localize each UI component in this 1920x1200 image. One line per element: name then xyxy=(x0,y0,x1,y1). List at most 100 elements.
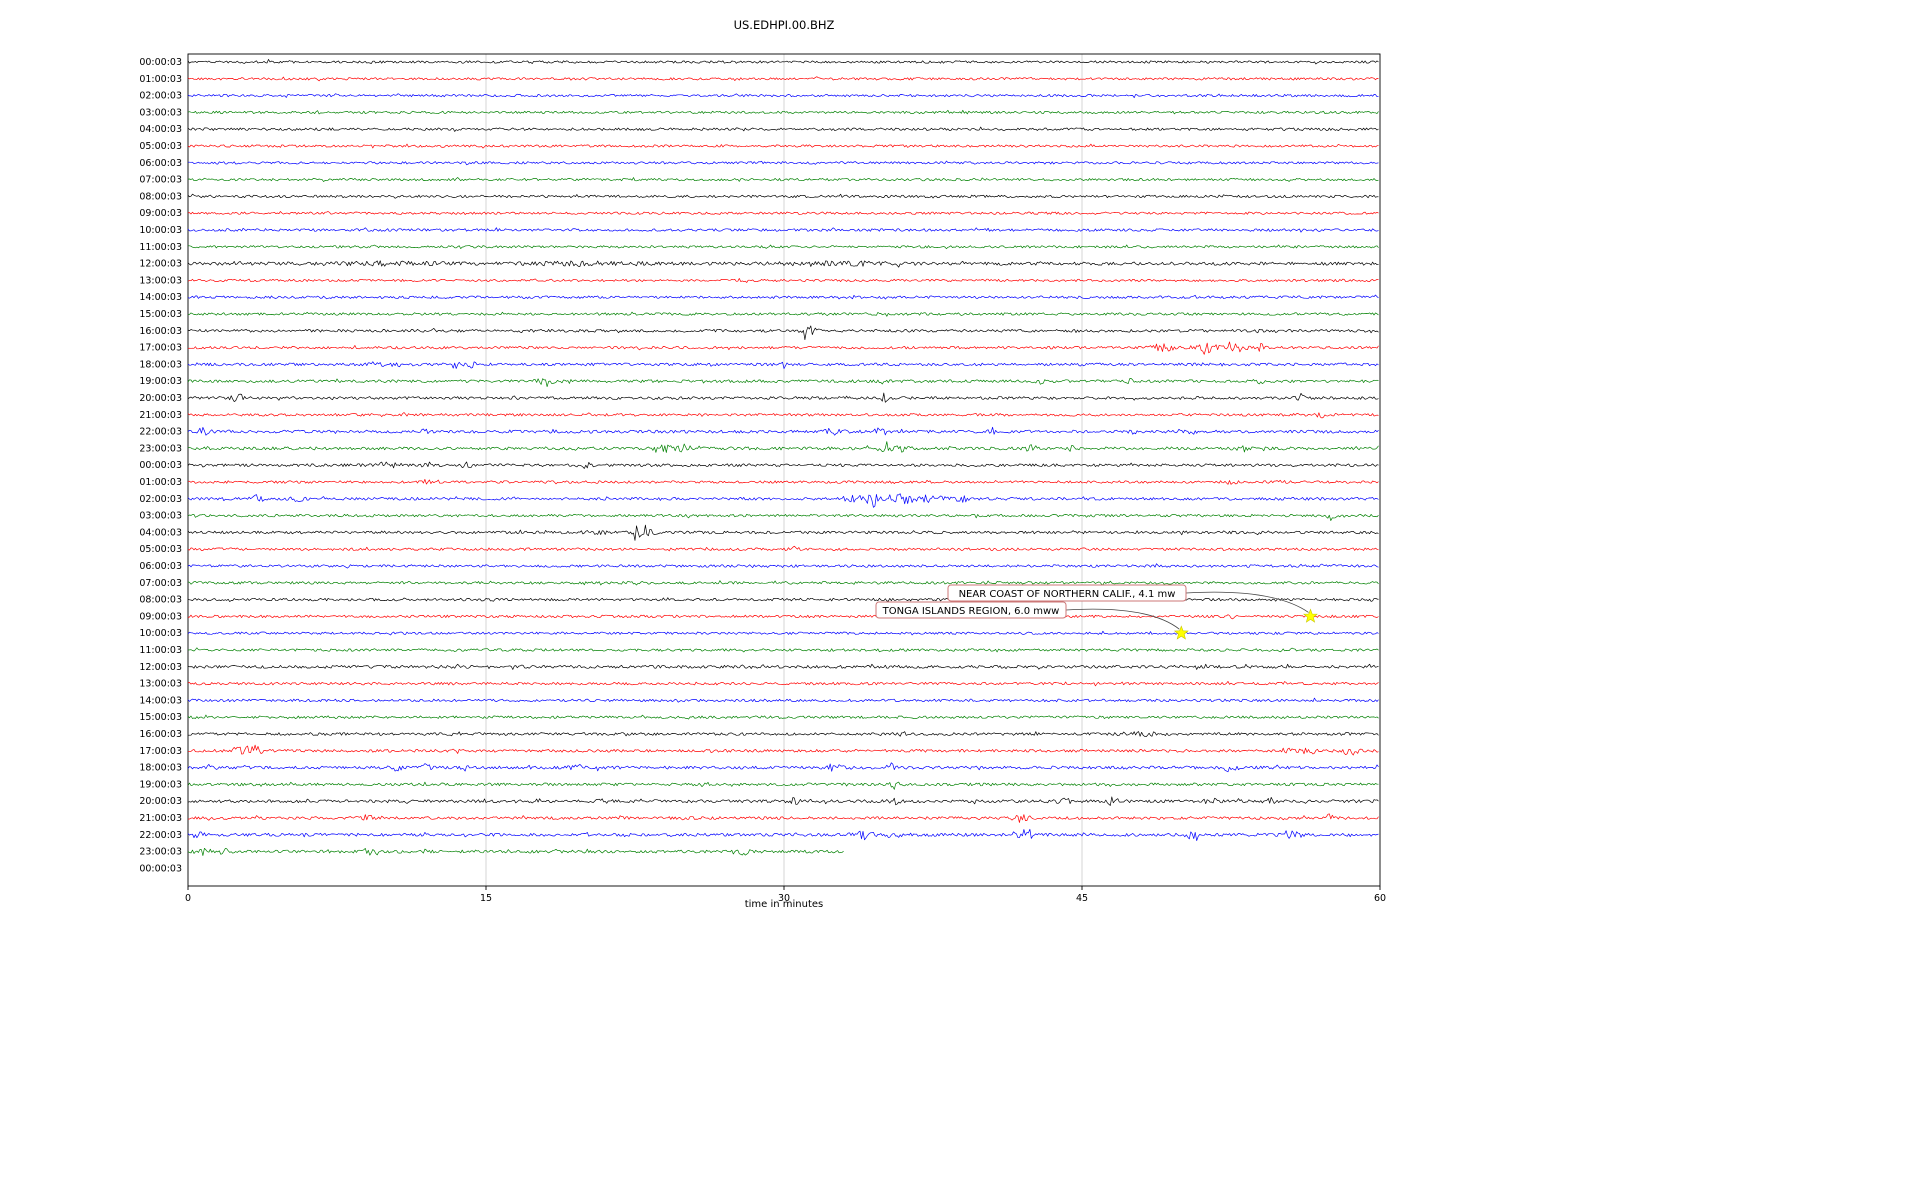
row-time-label: 14:00:03 xyxy=(139,695,182,706)
row-time-label: 22:00:03 xyxy=(139,830,182,841)
trace-row-7 xyxy=(187,177,1379,182)
trace-row-10 xyxy=(187,227,1379,233)
row-time-label: 16:00:03 xyxy=(139,729,182,740)
row-time-label: 23:00:03 xyxy=(139,847,182,858)
row-time-label: 15:00:03 xyxy=(139,309,182,320)
row-time-label: 11:00:03 xyxy=(139,645,182,656)
row-time-label: 06:00:03 xyxy=(139,561,182,572)
event-annotation-label: NEAR COAST OF NORTHERN CALIF., 4.1 mw xyxy=(959,589,1176,600)
trace-row-35 xyxy=(187,647,1379,653)
row-time-label: 22:00:03 xyxy=(139,427,182,438)
x-tick-label: 60 xyxy=(1374,893,1386,904)
trace-row-13 xyxy=(187,278,1379,283)
trace-row-0 xyxy=(187,59,1379,65)
row-time-label: 18:00:03 xyxy=(139,359,182,370)
trace-row-26 xyxy=(187,493,1379,508)
trace-row-43 xyxy=(187,781,1379,790)
trace-row-28 xyxy=(187,524,1379,541)
x-axis-label: time in minutes xyxy=(744,899,824,910)
trace-row-45 xyxy=(187,813,1379,823)
trace-row-11 xyxy=(188,244,1379,250)
trace-row-46 xyxy=(187,828,1379,841)
trace-row-36 xyxy=(187,663,1379,670)
trace-row-16 xyxy=(187,325,1379,341)
annotation-connector xyxy=(1065,608,1180,630)
event-star-icon xyxy=(1302,608,1318,623)
row-time-label: 23:00:03 xyxy=(139,443,182,454)
row-time-label: 04:00:03 xyxy=(139,527,182,538)
event-annotation-label: TONGA ISLANDS REGION, 6.0 mww xyxy=(882,606,1060,617)
event-annotation-box xyxy=(947,584,1187,602)
row-time-label: 09:00:03 xyxy=(139,208,182,219)
row-time-label: 17:00:03 xyxy=(139,343,182,354)
row-time-label: 03:00:03 xyxy=(139,511,182,522)
row-time-label: 20:00:03 xyxy=(139,796,182,807)
trace-row-23 xyxy=(187,441,1379,453)
row-time-label: 07:00:03 xyxy=(139,175,182,186)
row-time-label: 06:00:03 xyxy=(139,158,182,169)
row-time-label: 03:00:03 xyxy=(139,107,182,118)
trace-row-4 xyxy=(187,126,1379,132)
trace-row-3 xyxy=(187,109,1379,115)
trace-row-1 xyxy=(187,76,1379,82)
row-time-label: 04:00:03 xyxy=(139,124,182,135)
row-time-label: 01:00:03 xyxy=(139,74,182,85)
row-time-label: 15:00:03 xyxy=(139,712,182,723)
row-time-label: 00:00:03 xyxy=(139,863,182,874)
trace-row-37 xyxy=(187,681,1379,687)
row-time-label: 09:00:03 xyxy=(139,611,182,622)
trace-row-22 xyxy=(187,426,1379,436)
row-time-label: 10:00:03 xyxy=(139,628,182,639)
row-time-label: 05:00:03 xyxy=(139,141,182,152)
trace-row-34 xyxy=(187,630,1379,636)
row-time-label: 00:00:03 xyxy=(139,460,182,471)
row-time-label: 07:00:03 xyxy=(139,578,182,589)
trace-row-20 xyxy=(187,392,1379,403)
row-time-label: 13:00:03 xyxy=(139,275,182,286)
trace-row-21 xyxy=(187,412,1379,419)
trace-row-27 xyxy=(187,513,1379,521)
trace-row-39 xyxy=(187,714,1379,720)
row-time-label: 14:00:03 xyxy=(139,292,182,303)
row-time-label: 05:00:03 xyxy=(139,544,182,555)
trace-row-19 xyxy=(187,378,1379,388)
x-tick-label: 15 xyxy=(480,893,492,904)
row-time-label: 10:00:03 xyxy=(139,225,182,236)
trace-row-40 xyxy=(188,731,1379,738)
row-time-label: 18:00:03 xyxy=(139,763,182,774)
trace-row-12 xyxy=(187,260,1379,268)
row-time-label: 02:00:03 xyxy=(139,494,182,505)
trace-row-30 xyxy=(187,563,1379,569)
trace-row-33 xyxy=(187,614,1379,620)
row-time-label: 08:00:03 xyxy=(139,595,182,606)
row-time-label: 21:00:03 xyxy=(139,410,182,421)
trace-row-15 xyxy=(187,311,1379,317)
row-time-label: 01:00:03 xyxy=(139,477,182,488)
event-star-icon xyxy=(1173,625,1189,640)
trace-row-42 xyxy=(187,762,1379,773)
row-time-label: 12:00:03 xyxy=(139,662,182,673)
row-time-label: 11:00:03 xyxy=(139,242,182,253)
row-time-label: 19:00:03 xyxy=(139,376,182,387)
trace-row-32 xyxy=(187,597,1379,602)
trace-row-44 xyxy=(187,796,1379,806)
plot-title: US.EDHPI.00.BHZ xyxy=(733,18,835,32)
row-time-label: 16:00:03 xyxy=(139,326,182,337)
event-annotation-box xyxy=(875,601,1067,619)
trace-row-14 xyxy=(187,294,1379,300)
trace-row-8 xyxy=(187,193,1379,199)
annotation-connector xyxy=(1185,591,1309,613)
row-time-label: 08:00:03 xyxy=(139,191,182,202)
trace-row-6 xyxy=(188,160,1379,166)
row-time-label: 00:00:03 xyxy=(139,57,182,68)
trace-row-24 xyxy=(187,461,1379,469)
trace-row-25 xyxy=(187,478,1379,485)
row-time-label: 13:00:03 xyxy=(139,679,182,690)
row-time-label: 21:00:03 xyxy=(139,813,182,824)
row-time-label: 02:00:03 xyxy=(139,91,182,102)
x-tick-label: 0 xyxy=(185,893,191,904)
trace-row-17 xyxy=(187,341,1379,355)
row-time-label: 19:00:03 xyxy=(139,779,182,790)
